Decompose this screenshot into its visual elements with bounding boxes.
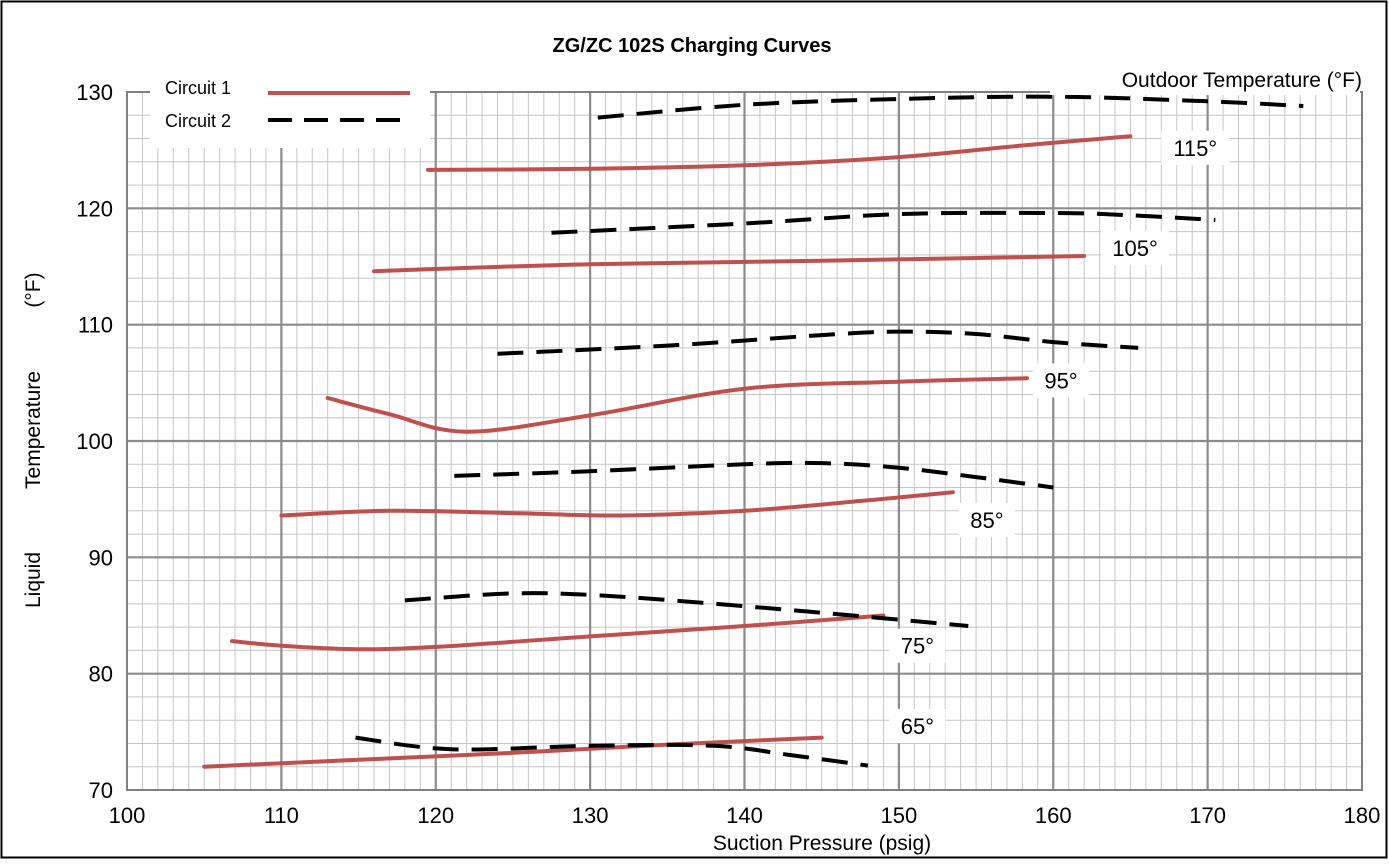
temp-label-background — [958, 503, 1015, 538]
temp-label-background — [1032, 363, 1089, 398]
x-tick-label: 110 — [264, 803, 299, 828]
circuit-2-curve-75 — [404, 591, 969, 628]
x-axis-label: Suction Pressure (psig) — [713, 832, 931, 855]
y-tick-label: 130 — [76, 80, 113, 105]
circuit-2-curve-85 — [454, 460, 1054, 490]
chart-title: ZG/ZC 102S Charging Curves — [553, 35, 832, 57]
outdoor-temp-labels: 65° 75° 85° 95° 105° 115° — [889, 130, 1230, 744]
temp-label-background — [1101, 230, 1170, 265]
y-axis-label-temperature: Temperature — [22, 371, 45, 489]
legend-label-circuit-2: Circuit 2 — [165, 111, 231, 131]
outdoor-temp-label-95: 95° — [1044, 369, 1077, 394]
temp-label-background — [889, 709, 946, 744]
series-layer — [202, 94, 1304, 769]
outdoor-temp-label-115: 115° — [1173, 136, 1217, 161]
x-tick-label: 120 — [417, 803, 454, 828]
y-axis-label-liquid: Liquid — [22, 552, 45, 608]
outdoor-temp-label-85: 85° — [970, 508, 1003, 533]
legend: Circuit 1 Circuit 2 — [150, 72, 430, 148]
y-axis-label-unit: (°F) — [22, 272, 45, 307]
outdoor-temperature-label: Outdoor Temperature (°F) — [1122, 69, 1362, 92]
y-tick-label: 70 — [89, 778, 113, 803]
temp-label-background — [1161, 130, 1230, 165]
y-tick-label: 100 — [76, 429, 113, 454]
x-tick-label: 180 — [1344, 803, 1381, 828]
legend-background — [150, 72, 430, 148]
outdoor-label-background — [1050, 65, 1360, 95]
circuit-2-curve-115 — [597, 94, 1304, 120]
circuit-1-curve-115 — [426, 134, 1133, 172]
temp-label-background — [889, 628, 946, 663]
circuit-1-curve-105 — [372, 254, 1087, 274]
y-tick-label: 120 — [76, 196, 113, 221]
x-tick-label: 160 — [1035, 803, 1072, 828]
x-tick-labels: 100 110 120 130 140 150 160 170 180 — [109, 803, 1381, 828]
circuit-1-curve-75 — [230, 613, 886, 652]
circuit-2-curve-65 — [355, 735, 869, 768]
outdoor-temp-label-65: 65° — [901, 714, 934, 739]
legend-label-circuit-1: Circuit 1 — [165, 78, 231, 98]
circuit-2-curve-95 — [497, 329, 1139, 356]
plot-border — [126, 91, 1363, 791]
circuit-1-curve-95 — [325, 376, 1029, 434]
y-tick-label: 80 — [89, 662, 113, 687]
y-tick-label: 110 — [78, 313, 113, 338]
circuit-1-curve-85 — [279, 490, 955, 518]
y-axis-label: Liquid Temperature (°F) — [22, 272, 45, 608]
major-grid — [127, 92, 1362, 790]
outdoor-temp-label-75: 75° — [901, 634, 934, 659]
circuit-1-curve-65 — [202, 735, 824, 769]
x-tick-label: 140 — [726, 803, 763, 828]
x-tick-label: 130 — [572, 803, 609, 828]
outdoor-temp-label-105: 105° — [1112, 236, 1158, 261]
x-tick-label: 150 — [881, 803, 918, 828]
y-tick-label: 90 — [89, 545, 113, 570]
x-tick-label: 170 — [1189, 803, 1226, 828]
x-tick-label: 100 — [109, 803, 146, 828]
y-tick-labels: 70 80 90 100 110 120 130 — [76, 80, 113, 803]
